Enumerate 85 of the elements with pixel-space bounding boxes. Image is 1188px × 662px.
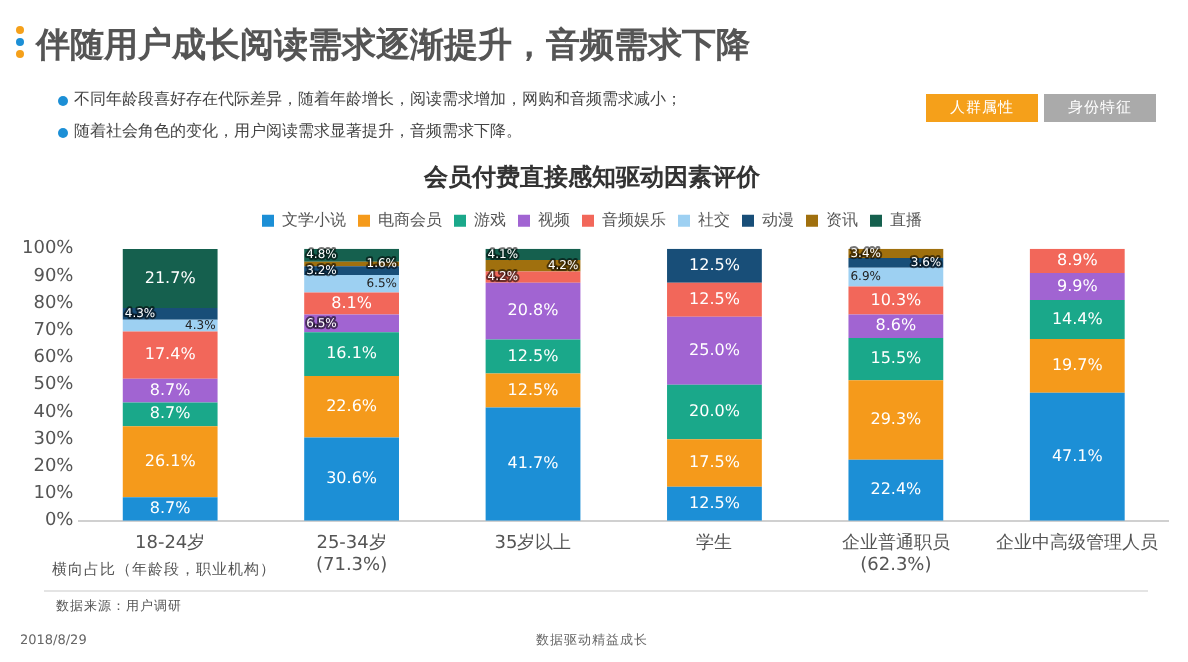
bar — [122, 331, 218, 379]
bar — [667, 282, 762, 317]
legend-label: 直播 — [890, 210, 922, 229]
data-label: 17.4% — [144, 345, 197, 364]
y-tick-label: 60% — [33, 348, 75, 369]
data-label: 8.1% — [331, 293, 373, 312]
bar — [667, 316, 762, 385]
data-label: 20.0% — [689, 402, 741, 421]
bar — [1029, 273, 1125, 300]
bar — [122, 402, 218, 427]
data-label: 8.7% — [149, 404, 192, 423]
data-label: 8.9% — [1056, 251, 1099, 270]
y-tick-label: 10% — [33, 484, 75, 505]
bar — [1029, 339, 1125, 393]
x-tick-label: 25-34岁 (71.3%) — [315, 532, 388, 576]
data-label: 12.5% — [507, 346, 560, 365]
chart-title: 会员付费直接感知驱动因素评价 — [422, 162, 762, 191]
bar — [667, 439, 762, 487]
data-label: 12.5% — [689, 255, 741, 274]
data-label: 29.3% — [870, 410, 923, 429]
y-tick-label: 0% — [44, 511, 75, 532]
data-label: 22.4% — [870, 480, 923, 499]
bar — [122, 249, 218, 309]
data-label: 47.1% — [1051, 446, 1104, 465]
bar — [304, 274, 399, 293]
text: 伴随用户成长阅读需求逐渐提升，音频需求下降 — [36, 24, 750, 68]
legend-label: 游戏 — [474, 210, 506, 229]
data-label: 8.7% — [149, 380, 192, 399]
data-label: 10.3% — [870, 290, 923, 309]
x-tick-label: 企业中高级管理人员 — [996, 532, 1159, 555]
bar — [485, 373, 581, 408]
bar — [304, 437, 399, 521]
legend-label: 文学小说 — [282, 210, 346, 229]
x-tick-label: 35岁以上 — [494, 532, 572, 555]
bar — [485, 407, 581, 521]
bar — [1029, 299, 1125, 340]
data-label: 41.7% — [507, 454, 560, 473]
y-tick-label: 50% — [33, 375, 75, 396]
data-label: 16.1% — [326, 344, 378, 363]
text: 随着社会角色的变化，用户阅读需求显著提升，音频需求下降。 — [74, 120, 522, 142]
bar — [848, 267, 944, 287]
y-tick-label: 80% — [33, 293, 75, 314]
y-tick-label: 40% — [33, 402, 75, 423]
y-tick-label: 30% — [33, 429, 75, 450]
legend-label: 音频娱乐 — [602, 210, 666, 229]
bar — [122, 426, 218, 498]
data-label: 12.5% — [689, 289, 741, 308]
bar — [304, 376, 399, 438]
bar — [667, 248, 762, 283]
data-label: 8.6% — [875, 316, 917, 335]
bar — [848, 338, 944, 381]
y-tick-label: 90% — [33, 266, 75, 287]
bar — [485, 282, 581, 340]
data-label: 15.5% — [870, 349, 923, 368]
data-label: 26.1% — [144, 451, 197, 470]
data-label: 8.7% — [149, 499, 192, 518]
y-tick-label: 70% — [33, 321, 75, 342]
data-label: 21.7% — [144, 268, 197, 287]
legend-label: 资讯 — [826, 210, 858, 229]
bar — [1029, 392, 1125, 521]
data-label: 25.0% — [689, 340, 741, 359]
data-label: 30.6% — [326, 469, 378, 488]
data-label: 17.5% — [689, 453, 741, 472]
data-label: 20.8% — [507, 301, 560, 320]
legend-label: 电商会员 — [378, 210, 442, 229]
bar — [667, 384, 762, 440]
legend-label: 视频 — [538, 210, 570, 229]
legend-label: 动漫 — [762, 210, 794, 229]
data-label: 14.4% — [1051, 309, 1104, 328]
legend-label: 社交 — [698, 210, 730, 229]
text: 不同年龄段喜好存在代际差异，随着年龄增长，阅读需求增加，网购和音频需求减小； — [74, 88, 682, 110]
bar — [848, 380, 944, 460]
data-label: 9.9% — [1056, 276, 1099, 295]
data-label: 12.5% — [689, 493, 741, 512]
y-tick-label: 100% — [21, 239, 75, 260]
data-label: 19.7% — [1051, 356, 1104, 375]
x-tick-label: 企业普通职员 (62.3%) — [841, 532, 950, 576]
y-tick-label: 20% — [33, 457, 75, 478]
bar — [304, 332, 399, 377]
data-label: 22.6% — [326, 396, 378, 415]
data-label: 12.5% — [507, 380, 560, 399]
bar — [848, 459, 944, 521]
x-tick-label: 18-24岁 — [135, 532, 206, 555]
bar — [485, 339, 581, 374]
x-tick-label: 学生 — [696, 532, 733, 555]
